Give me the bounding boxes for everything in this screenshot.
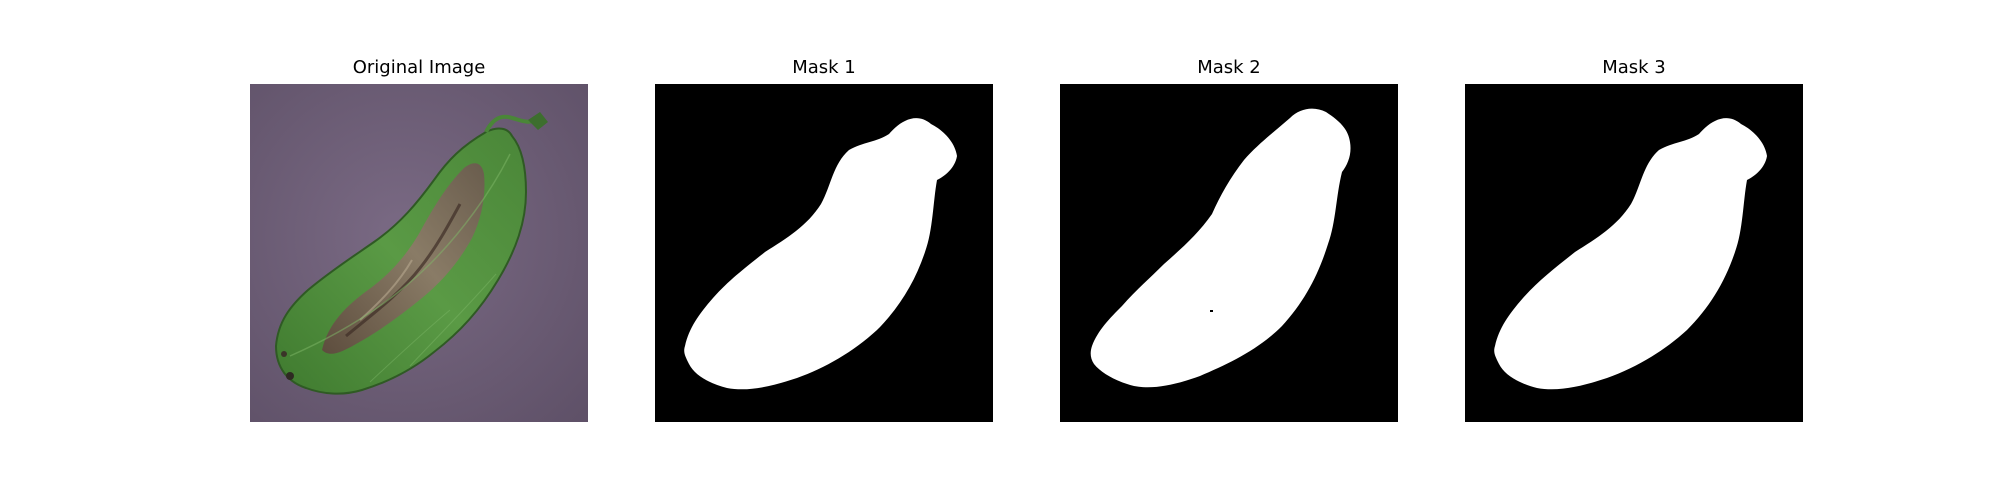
leaf-vein — [409, 273, 497, 367]
leaf-vein — [369, 309, 451, 383]
original-image-panel — [250, 84, 588, 422]
leaf-midrib — [289, 153, 511, 357]
mask-foreground — [1494, 118, 1767, 390]
mask-3-panel — [1465, 84, 1803, 422]
blight-lesion — [322, 163, 485, 354]
leaf-dark-spot — [286, 372, 294, 380]
mask-foreground — [684, 118, 957, 390]
mask-2-panel — [1060, 84, 1398, 422]
mask-hole — [1210, 310, 1213, 312]
mask-foreground — [1090, 108, 1351, 388]
lesion-streak — [345, 203, 462, 338]
mask-2-image — [1060, 84, 1398, 422]
panel-title-mask-3: Mask 3 — [1602, 57, 1666, 78]
panel-title-mask-2: Mask 2 — [1197, 57, 1261, 78]
original-leaf-photo — [250, 84, 588, 422]
mask-1-panel — [655, 84, 993, 422]
panel-title-original: Original Image — [352, 57, 486, 78]
mask-3-image — [1465, 84, 1803, 422]
panel-title-mask-1: Mask 1 — [792, 57, 856, 78]
leaf-dark-spot — [281, 351, 287, 357]
mask-1-image — [655, 84, 993, 422]
leaf-stem — [484, 114, 537, 133]
leaf-tip — [528, 112, 548, 130]
